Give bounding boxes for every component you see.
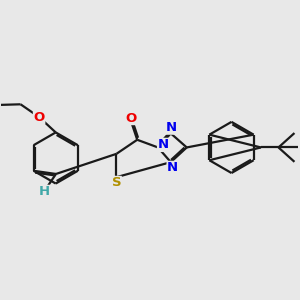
Text: O: O	[34, 111, 45, 124]
Text: N: N	[158, 138, 169, 152]
Text: N: N	[166, 121, 177, 134]
Text: H: H	[39, 185, 50, 198]
Text: O: O	[125, 112, 136, 124]
Text: N: N	[167, 161, 178, 174]
Text: S: S	[112, 176, 121, 189]
